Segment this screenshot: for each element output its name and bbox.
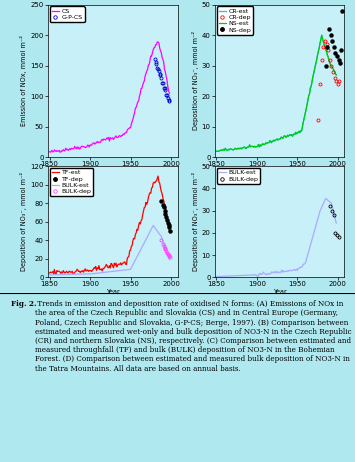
Text: D: D [223,170,230,179]
Legend: CS, G-P-CS: CS, G-P-CS [50,6,85,22]
Y-axis label: Deposition of NO₃⁻, mmol m⁻²: Deposition of NO₃⁻, mmol m⁻² [192,172,199,271]
Legend: TF-est, TF-dep, BULK-est, BULK-dep: TF-est, TF-dep, BULK-est, BULK-dep [50,168,93,196]
Text: Fig. 2.: Fig. 2. [11,300,36,308]
Y-axis label: Deposition of NO₃⁻, mmol m⁻²: Deposition of NO₃⁻, mmol m⁻² [21,172,27,271]
Text: Trends in emission and deposition rate of oxidised N forms: (A) Emissions of NOx: Trends in emission and deposition rate o… [35,300,351,372]
Text: A: A [56,9,62,18]
Y-axis label: Emission of NOx, mmol m⁻²: Emission of NOx, mmol m⁻² [21,36,27,126]
Text: C: C [56,170,62,179]
Y-axis label: Deposition of NO₃⁻, mmol m⁻²: Deposition of NO₃⁻, mmol m⁻² [192,31,199,130]
Legend: CR-est, CR-dep, NS-est, NS-dep: CR-est, CR-dep, NS-est, NS-dep [217,6,253,35]
X-axis label: Year: Year [106,289,120,295]
Text: B: B [223,9,229,18]
Legend: BULK-est, BULK-dep: BULK-est, BULK-dep [217,168,260,183]
X-axis label: Year: Year [273,289,286,295]
